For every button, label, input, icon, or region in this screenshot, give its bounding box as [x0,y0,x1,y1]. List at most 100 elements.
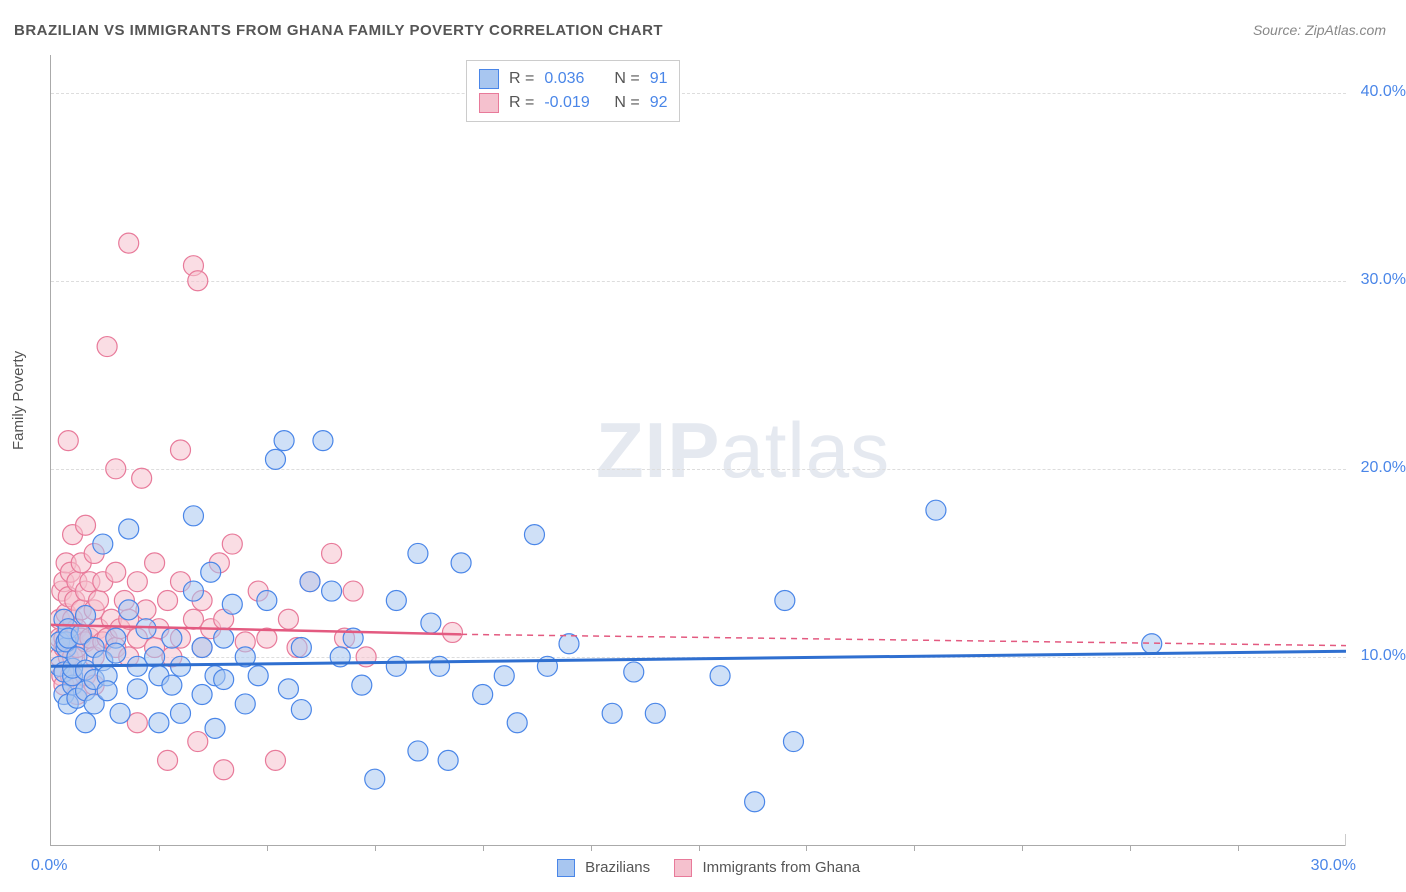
x-tick [267,845,268,851]
data-point-blue [524,525,544,545]
data-point-blue [322,581,342,601]
data-point-blue [386,656,406,676]
correlation-chart: BRAZILIAN VS IMMIGRANTS FROM GHANA FAMIL… [0,0,1406,892]
data-point-blue [783,732,803,752]
data-point-blue [119,600,139,620]
x-tick [1022,845,1023,851]
data-point-blue [313,431,333,451]
data-point-pink [442,622,462,642]
data-point-pink [132,468,152,488]
data-point-blue [274,431,294,451]
data-point-blue [559,634,579,654]
data-point-pink [214,760,234,780]
stats-box: R = 0.036 N = 91 R = -0.019 N = 92 [466,60,680,122]
data-point-blue [645,703,665,723]
data-point-blue [408,741,428,761]
data-point-blue [291,638,311,658]
data-point-pink [222,534,242,554]
data-point-pink [127,572,147,592]
data-point-blue [745,792,765,812]
data-point-blue [119,519,139,539]
data-point-pink [97,337,117,357]
x-tick [699,845,700,851]
data-point-blue [300,572,320,592]
y-tick-label: 10.0% [1361,647,1406,665]
data-point-blue [352,675,372,695]
stats-n-label-1: N = [614,67,639,91]
data-point-blue [775,590,795,610]
stats-row-blue: R = 0.036 N = 91 [479,67,667,91]
data-point-blue [248,666,268,686]
data-point-pink [278,609,298,629]
data-point-blue [93,534,113,554]
y-axis-label: Family Poverty [10,351,27,450]
swatch-pink [479,93,499,113]
x-tick [159,845,160,851]
data-point-blue [192,638,212,658]
legend-swatch-pink [674,859,692,877]
data-point-blue [265,449,285,469]
x-tick [375,845,376,851]
legend-label-pink: Immigrants from Ghana [702,859,860,876]
data-point-pink [106,459,126,479]
data-point-pink [171,440,191,460]
x-tick [914,845,915,851]
x-tick [806,845,807,851]
trend-line-dash-pink [461,634,1346,645]
data-point-blue [421,613,441,633]
data-point-pink [106,562,126,582]
data-point-blue [76,713,96,733]
data-point-blue [205,718,225,738]
data-point-blue [110,703,130,723]
data-point-blue [710,666,730,686]
stats-row-pink: R = -0.019 N = 92 [479,91,667,115]
data-point-blue [183,581,203,601]
data-point-blue [235,694,255,714]
data-point-blue [507,713,527,733]
y-tick-label: 40.0% [1361,83,1406,101]
bottom-legend: Brazilians Immigrants from Ghana [51,859,1346,877]
data-point-pink [158,750,178,770]
data-point-blue [192,685,212,705]
data-point-blue [149,713,169,733]
data-point-blue [451,553,471,573]
data-point-blue [473,685,493,705]
data-point-blue [76,606,96,626]
data-point-pink [188,271,208,291]
stats-r-label-1: R = [509,67,534,91]
data-point-blue [106,643,126,663]
data-point-pink [322,543,342,563]
data-point-blue [214,669,234,689]
data-point-blue [97,681,117,701]
chart-title: BRAZILIAN VS IMMIGRANTS FROM GHANA FAMIL… [14,22,663,39]
data-point-blue [278,679,298,699]
data-point-blue [408,543,428,563]
x-tick [1130,845,1131,851]
scatter-svg [51,55,1346,845]
chart-source: Source: ZipAtlas.com [1253,22,1386,38]
data-point-pink [343,581,363,601]
data-point-pink [188,732,208,752]
data-point-blue [365,769,385,789]
data-point-blue [127,679,147,699]
data-point-pink [158,590,178,610]
data-point-blue [136,619,156,639]
data-point-blue [257,590,277,610]
stats-n-value-1: 91 [650,67,668,91]
data-point-pink [145,553,165,573]
swatch-blue [479,69,499,89]
data-point-blue [291,700,311,720]
stats-r-value-2: -0.019 [544,91,604,115]
data-point-blue [222,594,242,614]
data-point-blue [386,590,406,610]
data-point-pink [76,515,96,535]
x-tick [483,845,484,851]
stats-n-value-2: 92 [650,91,668,115]
stats-r-label-2: R = [509,91,534,115]
stats-n-label-2: N = [614,91,639,115]
data-point-blue [162,675,182,695]
data-point-pink [265,750,285,770]
data-point-blue [214,628,234,648]
data-point-blue [171,703,191,723]
data-point-blue [624,662,644,682]
